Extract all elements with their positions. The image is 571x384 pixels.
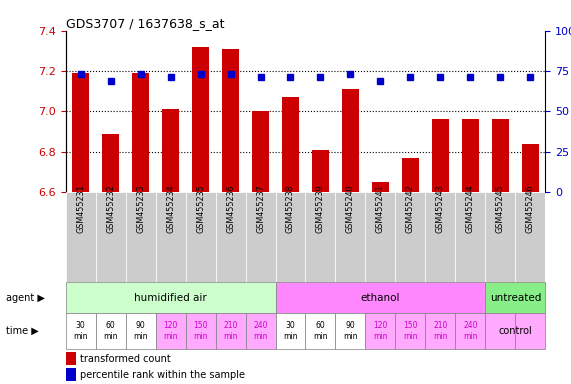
Text: GSM455246: GSM455246 [526, 184, 535, 233]
Text: GSM455237: GSM455237 [256, 184, 265, 233]
FancyBboxPatch shape [66, 192, 96, 282]
Bar [402, 158, 419, 192]
FancyBboxPatch shape [485, 313, 515, 349]
Text: 210
min: 210 min [433, 321, 448, 341]
FancyBboxPatch shape [126, 313, 155, 349]
FancyBboxPatch shape [455, 192, 485, 282]
FancyBboxPatch shape [305, 192, 335, 282]
Text: 120
min: 120 min [163, 321, 178, 341]
Bar [522, 144, 538, 192]
FancyBboxPatch shape [395, 313, 425, 349]
FancyBboxPatch shape [215, 192, 246, 282]
Bar [462, 119, 478, 192]
Bar [282, 97, 299, 192]
FancyBboxPatch shape [485, 192, 515, 282]
FancyBboxPatch shape [485, 282, 545, 313]
FancyBboxPatch shape [275, 313, 305, 349]
FancyBboxPatch shape [186, 192, 215, 282]
Text: GSM455232: GSM455232 [106, 184, 115, 233]
FancyBboxPatch shape [275, 192, 305, 282]
Text: 60
min: 60 min [313, 321, 328, 341]
Bar [312, 150, 329, 192]
FancyBboxPatch shape [275, 282, 485, 313]
Bar [66, 368, 76, 381]
FancyBboxPatch shape [246, 192, 275, 282]
Text: GSM455234: GSM455234 [166, 184, 175, 233]
FancyBboxPatch shape [335, 192, 365, 282]
FancyBboxPatch shape [66, 282, 275, 313]
Bar [192, 47, 209, 192]
Text: humidified air: humidified air [134, 293, 207, 303]
Bar [372, 182, 389, 192]
FancyBboxPatch shape [246, 313, 275, 349]
Text: 60
min: 60 min [103, 321, 118, 341]
Text: percentile rank within the sample: percentile rank within the sample [80, 370, 245, 380]
FancyBboxPatch shape [365, 313, 395, 349]
FancyBboxPatch shape [455, 313, 485, 349]
Text: GSM455239: GSM455239 [316, 184, 325, 233]
Text: GSM455242: GSM455242 [406, 184, 415, 233]
FancyBboxPatch shape [96, 192, 126, 282]
Bar [162, 109, 179, 192]
FancyBboxPatch shape [155, 192, 186, 282]
Text: GSM455233: GSM455233 [136, 184, 145, 233]
Text: 150
min: 150 min [194, 321, 208, 341]
Text: GSM455235: GSM455235 [196, 184, 205, 233]
Bar [132, 73, 149, 192]
Bar [342, 89, 359, 192]
Text: 240
min: 240 min [254, 321, 268, 341]
Text: ethanol: ethanol [361, 293, 400, 303]
Bar [102, 134, 119, 192]
FancyBboxPatch shape [515, 313, 545, 349]
Text: GSM455240: GSM455240 [346, 184, 355, 233]
Text: GDS3707 / 1637638_s_at: GDS3707 / 1637638_s_at [66, 17, 224, 30]
Text: agent ▶: agent ▶ [6, 293, 45, 303]
Text: GSM455238: GSM455238 [286, 184, 295, 233]
FancyBboxPatch shape [305, 313, 335, 349]
Text: GSM455243: GSM455243 [436, 184, 445, 233]
FancyBboxPatch shape [335, 313, 365, 349]
Text: 30
min: 30 min [74, 321, 88, 341]
Text: transformed count: transformed count [80, 354, 171, 364]
Text: untreated: untreated [490, 293, 541, 303]
FancyBboxPatch shape [66, 313, 96, 349]
Text: GSM455236: GSM455236 [226, 184, 235, 233]
Text: 90
min: 90 min [343, 321, 357, 341]
Text: 90
min: 90 min [134, 321, 148, 341]
FancyBboxPatch shape [126, 192, 155, 282]
Bar [432, 119, 449, 192]
Text: GSM455231: GSM455231 [76, 184, 85, 233]
FancyBboxPatch shape [395, 192, 425, 282]
FancyBboxPatch shape [96, 313, 126, 349]
FancyBboxPatch shape [155, 313, 186, 349]
Bar [492, 119, 509, 192]
Bar [66, 352, 76, 365]
Text: 150
min: 150 min [403, 321, 417, 341]
FancyBboxPatch shape [365, 192, 395, 282]
Text: GSM455244: GSM455244 [466, 184, 475, 233]
FancyBboxPatch shape [515, 192, 545, 282]
Text: time ▶: time ▶ [6, 326, 38, 336]
Bar [252, 111, 269, 192]
Text: GSM455245: GSM455245 [496, 184, 505, 233]
FancyBboxPatch shape [215, 313, 246, 349]
Bar [73, 73, 89, 192]
Bar [222, 49, 239, 192]
FancyBboxPatch shape [186, 313, 215, 349]
Text: 240
min: 240 min [463, 321, 477, 341]
Text: 30
min: 30 min [283, 321, 297, 341]
Text: control: control [498, 326, 532, 336]
Text: 210
min: 210 min [223, 321, 238, 341]
FancyBboxPatch shape [425, 192, 455, 282]
FancyBboxPatch shape [425, 313, 455, 349]
Text: GSM455241: GSM455241 [376, 184, 385, 233]
Text: 120
min: 120 min [373, 321, 388, 341]
